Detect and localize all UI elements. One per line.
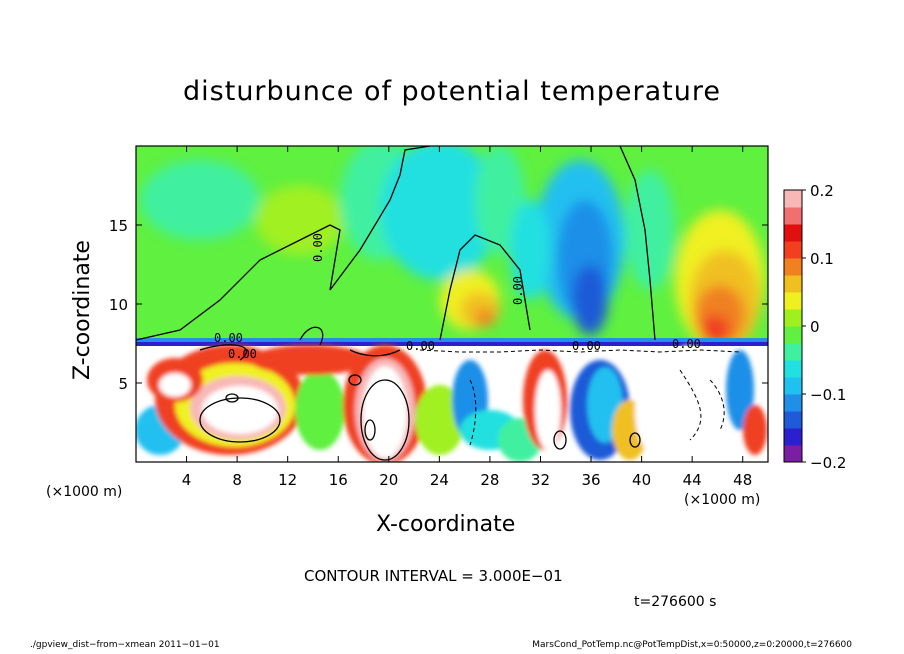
contour-label: 0.00 xyxy=(511,276,525,305)
x-axis-label: X-coordinate xyxy=(376,512,516,537)
contour-lines xyxy=(136,146,656,461)
colorbar-swatch xyxy=(784,411,802,429)
colorbar-swatch xyxy=(784,360,802,378)
x-tick-label: 32 xyxy=(531,471,550,489)
colorbar-tick-label: 0.2 xyxy=(810,182,834,200)
x-tick-label: 40 xyxy=(632,471,651,489)
chart-title: disturbunce of potential temperature xyxy=(183,76,721,107)
time-label: t=276600 s xyxy=(634,594,717,610)
y-tick-label: 15 xyxy=(109,217,128,235)
contour-label: 0.00 xyxy=(672,337,701,351)
x-tick-label: 8 xyxy=(232,471,242,489)
colorbar-swatch xyxy=(784,258,802,276)
y-tick-label: 10 xyxy=(109,296,128,314)
footer-left: ./gpview_dist−from−xmean 2011−01−01 xyxy=(30,640,220,650)
x-axis: 4 8 12 16 20 24 28 32 36 40 44 48 xyxy=(182,146,752,489)
y-axis-label: Z-coordinate xyxy=(70,240,95,380)
x-tick-label: 48 xyxy=(733,471,752,489)
colorbar-tick-label: −0.1 xyxy=(810,386,846,404)
contour-label: 0.00 xyxy=(572,339,601,353)
colorbar-swatch xyxy=(784,326,802,344)
colorbar-swatch xyxy=(784,241,802,259)
colorbar-tick-label: 0 xyxy=(810,318,820,336)
colorbar-swatch xyxy=(784,292,802,310)
x-unit-left: (×1000 m) xyxy=(46,484,123,500)
contour-label: 0.00 xyxy=(406,339,435,353)
x-tick-label: 28 xyxy=(480,471,499,489)
colorbar-swatch xyxy=(784,275,802,293)
x-tick-label: 44 xyxy=(683,471,702,489)
colorbar-swatch xyxy=(784,428,802,446)
contour-label: 0.00 xyxy=(214,331,243,345)
footer-right: MarsCond_PotTemp.nc@PotTempDist,x=0:5000… xyxy=(532,640,852,650)
colorbar-swatch xyxy=(784,224,802,242)
x-tick-label: 4 xyxy=(182,471,192,489)
y-tick-label: 5 xyxy=(118,375,128,393)
x-tick-label: 16 xyxy=(329,471,348,489)
colorbar-tick-label: 0.1 xyxy=(810,250,834,268)
x-unit-right: (×1000 m) xyxy=(684,492,761,508)
contour-interval-text: CONTOUR INTERVAL = 3.000E−01 xyxy=(304,567,563,585)
colorbar-tick-label: −0.2 xyxy=(810,454,846,472)
x-tick-label: 24 xyxy=(430,471,449,489)
x-tick-label: 12 xyxy=(278,471,297,489)
colorbar-swatch xyxy=(784,190,802,208)
colorbar-swatch xyxy=(784,377,802,395)
colorbar-swatch xyxy=(784,207,802,225)
colorbar-swatch xyxy=(784,445,802,463)
colorbar-swatch xyxy=(784,394,802,412)
contour-label: 0.00 xyxy=(228,347,257,361)
x-tick-label: 36 xyxy=(581,471,600,489)
plot-field xyxy=(136,146,768,462)
contour-label: 0.00 xyxy=(311,233,325,262)
y-axis: 5 10 15 xyxy=(109,217,768,393)
x-tick-label: 20 xyxy=(379,471,398,489)
colorbar-swatch xyxy=(784,309,802,327)
colorbar: 0.2 0.1 0 −0.1 −0.2 xyxy=(783,182,846,472)
colorbar-swatch xyxy=(784,343,802,361)
